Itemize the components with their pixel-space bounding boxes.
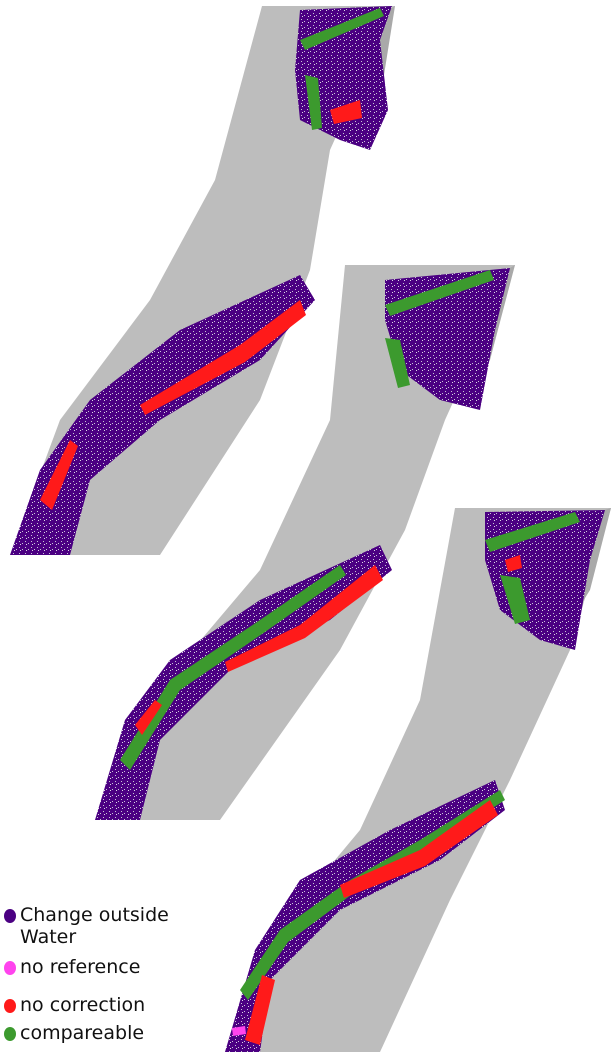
map-panel-2	[95, 265, 515, 820]
legend-item-no-correction: no correction	[4, 994, 145, 1016]
no-reference-area	[232, 1026, 246, 1036]
legend: Change outside Water no reference no cor…	[4, 904, 204, 1054]
no-correction-area	[330, 100, 362, 124]
no-correction-area	[340, 800, 498, 898]
compareable-area	[305, 75, 322, 130]
legend-item-compareable: compareable	[4, 1022, 144, 1044]
no-correction-area	[505, 555, 522, 572]
legend-swatch-purple	[4, 909, 16, 923]
no-correction-area	[40, 440, 78, 510]
legend-swatch-green	[4, 1027, 16, 1041]
no-correction-area	[140, 300, 306, 415]
change-outside-water-area	[10, 275, 315, 555]
no-correction-area	[135, 700, 162, 735]
map-panel-1	[10, 6, 395, 555]
map-panel-3	[225, 508, 611, 1052]
legend-swatch-red	[4, 999, 16, 1013]
no-correction-area	[225, 565, 383, 672]
legend-label: Change outside Water	[20, 904, 169, 948]
compareable-area	[300, 8, 384, 50]
legend-label: compareable	[20, 1022, 145, 1044]
legend-item-no-reference: no reference	[4, 956, 140, 978]
compareable-area	[500, 575, 530, 624]
compareable-area	[385, 270, 494, 316]
legend-label: no reference	[20, 956, 141, 978]
no-correction-area	[245, 975, 275, 1045]
compareable-area	[485, 512, 580, 552]
legend-swatch-pink	[4, 961, 16, 975]
compareable-area	[385, 338, 410, 388]
legend-label: no correction	[20, 994, 146, 1016]
legend-item-change-outside-water: Change outside Water	[4, 904, 200, 948]
compareable-area	[120, 565, 346, 770]
